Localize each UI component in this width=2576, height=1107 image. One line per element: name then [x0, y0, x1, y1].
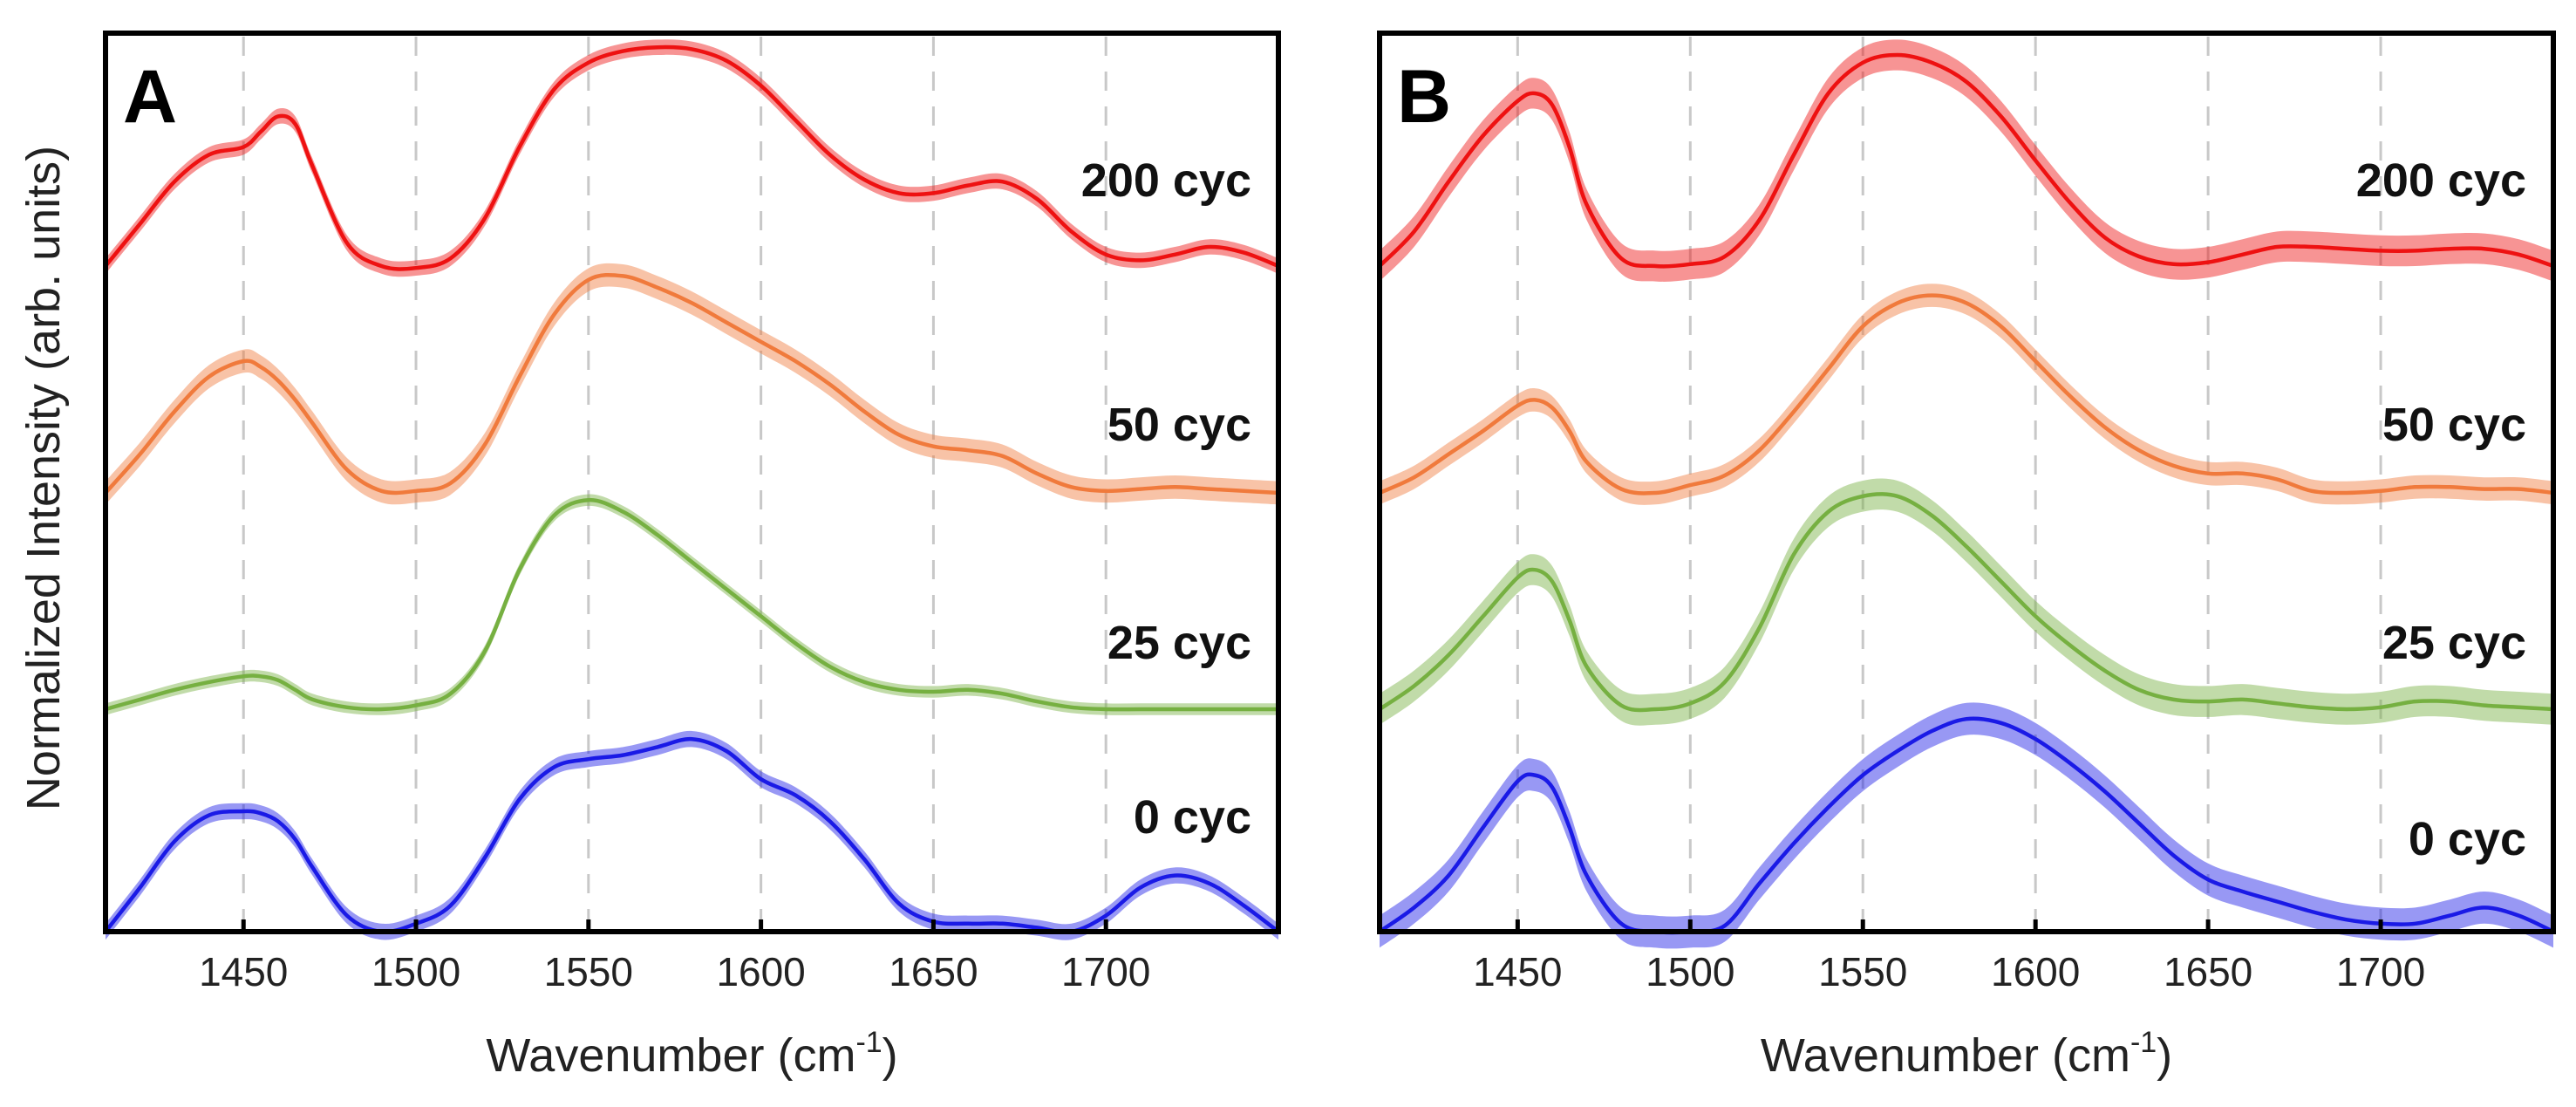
x-tick-label: 1550 [544, 949, 633, 994]
series-line [103, 272, 1281, 495]
x-tick-label: 1450 [1473, 949, 1562, 994]
series-200-cyc: 200 cyc [103, 39, 1281, 277]
series-label: 0 cyc [1134, 791, 1251, 844]
series-band [1380, 39, 2553, 282]
x-axis-title: Wavenumber (cm-1) [486, 1026, 897, 1082]
series-band [1380, 702, 2553, 949]
series-band [106, 263, 1278, 505]
series-label: 50 cyc [2382, 399, 2526, 451]
series-200-cyc: 200 cyc [1377, 39, 2556, 282]
series-label: 0 cyc [2409, 813, 2526, 865]
x-tick-label: 1450 [199, 949, 288, 994]
series-label: 50 cyc [1107, 399, 1251, 451]
y-axis-title: Normalized Intensity (arb. units) [17, 146, 70, 810]
series-25-cyc: 25 cyc [1377, 478, 2556, 726]
x-tick-label: 1500 [1646, 949, 1734, 994]
series-band [106, 730, 1278, 940]
panel-letter: B [1397, 55, 1451, 139]
series-line [1377, 492, 2556, 713]
series-0-cyc: 0 cyc [1377, 702, 2556, 949]
series-0-cyc: 0 cyc [103, 730, 1281, 940]
x-tick-label: 1550 [1818, 949, 1907, 994]
series-line [103, 736, 1281, 934]
plot-frame [103, 31, 1281, 934]
series-band [1380, 284, 2553, 505]
series-line [1377, 716, 2556, 935]
series-band [1380, 478, 2553, 726]
panel-a: 200 cyc 50 cyc 25 cyc 0 cyc 1450 1500 1550 1600… [103, 31, 1281, 1082]
series-line [103, 44, 1281, 271]
series-line [1377, 52, 2556, 269]
x-tick-label: 1650 [889, 949, 978, 994]
series-band [106, 39, 1278, 277]
series-line [1377, 293, 2556, 495]
series-line [103, 497, 1281, 712]
x-tick-label: 1700 [2336, 949, 2425, 994]
series-label: 200 cyc [1081, 154, 1251, 207]
panel-b: 200 cyc 50 cyc 25 cyc 0 cyc 1450 1500 1550 1600… [1377, 31, 2556, 1082]
series-label: 25 cyc [1107, 617, 1251, 669]
series-50-cyc: 50 cyc [103, 263, 1281, 505]
series-label: 25 cyc [2382, 617, 2526, 669]
x-tick-label: 1600 [716, 949, 805, 994]
x-tick-label: 1650 [2164, 949, 2252, 994]
x-tick-label: 1600 [1991, 949, 2080, 994]
panel-letter: A [123, 55, 177, 139]
series-label: 200 cyc [2356, 154, 2526, 207]
x-tick-label: 1500 [371, 949, 460, 994]
plot-frame [1377, 31, 2556, 934]
x-tick-label: 1700 [1061, 949, 1150, 994]
x-axis-title: Wavenumber (cm-1) [1761, 1026, 2172, 1082]
series-50-cyc: 50 cyc [1377, 284, 2556, 505]
series-25-cyc: 25 cyc [103, 494, 1281, 715]
